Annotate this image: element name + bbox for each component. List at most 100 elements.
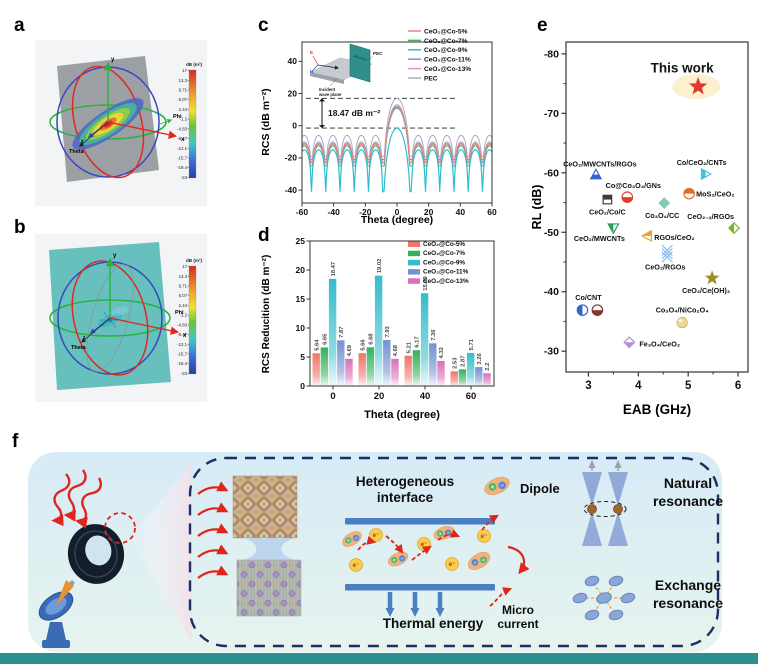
x-axis-letter: x (181, 137, 185, 143)
bar-value-label: 5.21 (406, 341, 412, 353)
marker-hatch (661, 244, 673, 263)
bar (345, 358, 353, 386)
bar (475, 367, 483, 386)
y-axis-letter: y (113, 253, 117, 259)
absorber-text: Absorber (353, 54, 368, 62)
legend-swatch (408, 241, 420, 247)
bar (429, 343, 437, 386)
x-tick-label: 3 (585, 380, 591, 392)
d-y-axis-label: RCS Reducition (dB m⁻²) (261, 255, 272, 374)
micro-current-arrow (489, 587, 513, 607)
wave-entry-arrows (197, 481, 229, 579)
colorbar-tick-label: 6.07 (179, 97, 188, 102)
marker-tri-up (589, 168, 603, 180)
colorbar-tick-label: -23 (181, 371, 188, 376)
marker-circle (683, 187, 695, 200)
x-tick-label: 0 (330, 391, 335, 402)
point-label: CeO₂/RGOs (645, 263, 685, 272)
performance-scatter-plot: 3 4 5 6 -80 -70 -60 -50 -40 -30 This work CeO₂/MWCN… (532, 41, 749, 417)
pec-text: PEC (373, 51, 383, 56)
electron-icon: e⁻ (373, 532, 380, 539)
y-tick-label: 10 (296, 323, 306, 333)
point-label: CeO₂/MWCNTs (574, 234, 625, 243)
interface-funnel (243, 538, 295, 560)
bar (466, 352, 475, 386)
minus-sign: − (500, 483, 506, 490)
y-tick-label: -50 (544, 227, 559, 239)
x-axis-arrow (107, 121, 178, 139)
y-tick-label: -30 (544, 346, 559, 358)
colorbar-tick-label: 9.71 (179, 284, 188, 289)
x-tick-label: -40 (328, 207, 341, 217)
bar-value-label: 18.47 (331, 262, 337, 277)
theta-circle (71, 65, 145, 179)
point-label: CeO₂/Ce(OH)₃ (682, 286, 730, 295)
h-vector (312, 64, 319, 71)
exchange-resonance-icon (572, 575, 636, 621)
y-tick-label: -70 (544, 108, 559, 120)
natural-resonance-label-2: resonance (653, 493, 723, 509)
colorbar-tick-label: 13.3 (179, 274, 188, 279)
theta-label: Theta (71, 345, 87, 351)
bar-value-label: 6.17 (415, 336, 421, 347)
y-tick-label: -60 (544, 167, 559, 179)
z-axis-letter: z (83, 335, 86, 341)
panel-b-label: b (14, 217, 26, 238)
bar (458, 369, 467, 386)
plane-edge (310, 72, 344, 84)
colorbar-tick-label: -23 (181, 175, 188, 180)
point-label: This work (651, 61, 715, 76)
rcs-reduction-annotation: 18.47 dB m⁻² (328, 108, 380, 118)
y-tick-label: 25 (296, 236, 306, 246)
bar (337, 340, 345, 386)
incident-text-2: wave plane (318, 92, 342, 97)
bar (437, 360, 445, 386)
legend-entry: CeO₂@Co-5% (424, 28, 468, 35)
legend-entry: CeO₂@Co-5% (423, 241, 465, 248)
bottom-strip (0, 653, 758, 664)
dipole-icon: + − (433, 526, 455, 540)
marker-star (704, 270, 720, 285)
dipole-icon: + − (342, 531, 362, 547)
colorbar-tick-label: -12.1 (177, 342, 187, 347)
x-tick-label: 60 (487, 207, 497, 217)
colorbar-title: dB (m²) (186, 62, 203, 67)
dipole-icon: + − (387, 551, 409, 567)
plus-sign: + (438, 531, 443, 538)
bar-value-label: 3.26 (477, 353, 483, 365)
colorbar-tick-label: -4.83 (177, 322, 187, 327)
electron-icon: e⁻ (481, 533, 488, 540)
bar (404, 355, 412, 386)
bar (420, 293, 429, 386)
colorbar-tick-label: 2.44 (179, 107, 188, 112)
point-label: Fe₃O₄/CeO₂ (639, 339, 680, 348)
incident-leader (329, 77, 338, 87)
marker-tri-left (640, 229, 653, 243)
micro-current-label-1: Micro (502, 603, 534, 617)
e-field-text: E (310, 50, 313, 55)
electron-hopping-arrows (357, 514, 499, 561)
minus-sign: − (354, 535, 360, 542)
rcs-curve (302, 105, 492, 160)
colorbar-tick-label: -1.2 (180, 117, 188, 122)
x-tick-label: -60 (296, 207, 309, 217)
bar (412, 350, 421, 386)
x-tick-label: 0 (395, 207, 400, 217)
y-tick-label: -40 (285, 185, 298, 195)
natural-resonance-label-1: Natural (664, 475, 712, 491)
marker-ball (676, 317, 688, 329)
phi-arrow (159, 118, 173, 125)
rcs-curve (302, 97, 492, 164)
bar (366, 347, 375, 386)
plot-frame (309, 240, 495, 387)
theta-circle (71, 260, 149, 376)
crystal-structure-bottom (236, 559, 302, 617)
rcs-line-chart: 18.47 dB m⁻² -60 -40 -20 0 20 40 60 -40 -20 0 20 40 C… (260, 28, 497, 226)
marker-diamond (658, 197, 671, 210)
mechanism-schematic: Heterogeneous interface + − Dipole + − +… (28, 452, 723, 652)
bar-value-label: 5.66 (360, 339, 366, 351)
plus-sign: + (481, 557, 487, 564)
point-label: CeO₂/Co/C (589, 208, 626, 217)
bar-value-label: 7.36 (431, 329, 437, 341)
